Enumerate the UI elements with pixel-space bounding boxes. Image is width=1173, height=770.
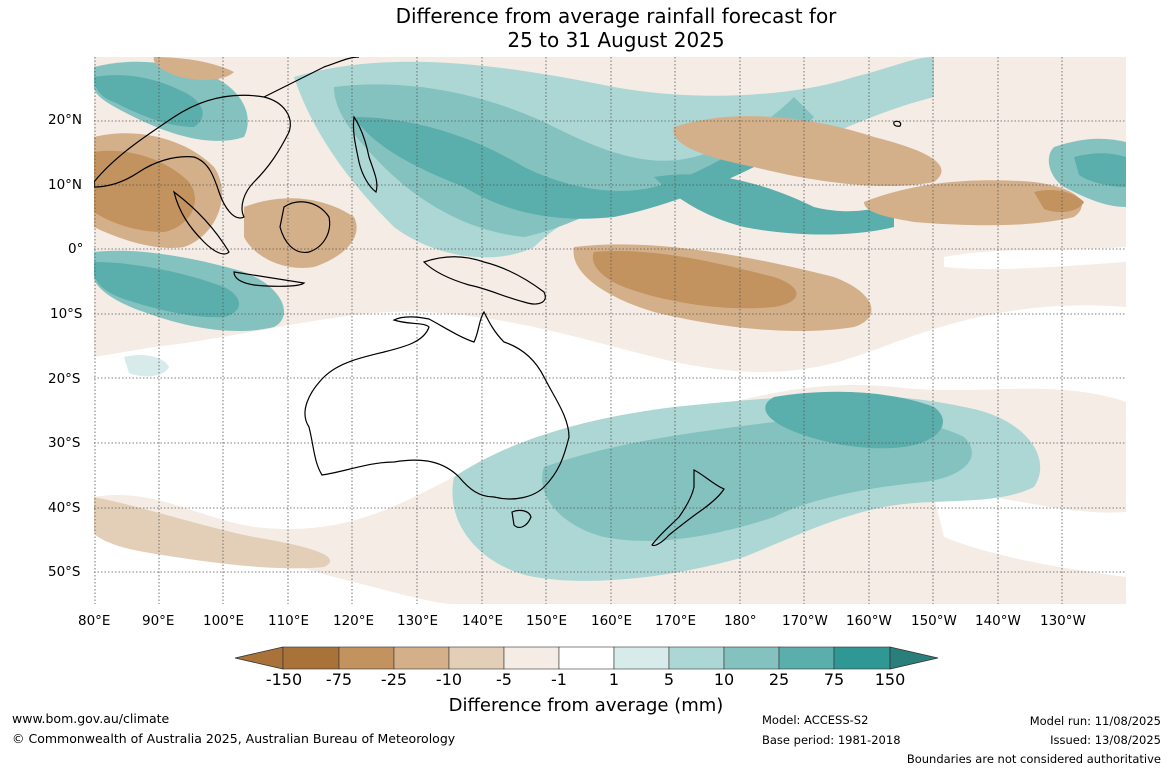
colorbar-arrow-right [889, 646, 939, 670]
java-coast [233, 271, 306, 287]
model-run-text: Model run: 11/08/2025 [1029, 714, 1161, 728]
lat-label-20s: 20°S [48, 371, 81, 387]
lat-label-10s: 10°S [50, 306, 83, 322]
lon-label-140e: 140°E [462, 613, 504, 629]
se-asia-coast [94, 94, 291, 219]
new-zealand-coast [651, 469, 725, 547]
lon-label-160e: 160°E [591, 613, 633, 629]
copyright-text: © Commonwealth of Australia 2025, Austra… [12, 731, 456, 746]
colorbar-title: Difference from average (mm) [448, 695, 724, 716]
australia-coast [304, 310, 570, 500]
philippines-coast [352, 115, 378, 193]
lon-label-130e: 130°E [397, 613, 439, 629]
lon-label-120e: 120°E [333, 613, 375, 629]
title-line-1: Difference from average rainfall forecas… [395, 4, 837, 28]
lon-label-130w: 130°W [1040, 613, 1086, 629]
website-link[interactable]: www.bom.gov.au/climate [12, 711, 170, 726]
coastlines [94, 57, 902, 547]
rainfall-map [94, 57, 1126, 604]
colorbar-tick: 10 [713, 670, 735, 689]
hawaii-coast [893, 120, 902, 127]
title-line-2: 25 to 31 August 2025 [507, 28, 725, 52]
colorbar-tick: 1 [608, 670, 620, 689]
lon-label-170e: 170°E [655, 613, 697, 629]
lon-label-150w: 150°W [911, 613, 957, 629]
lat-label-10n: 10°N [48, 177, 83, 193]
colorbar-tick: -150 [265, 670, 303, 689]
lon-label-170w: 170°W [782, 613, 828, 629]
lat-label-0: 0° [68, 241, 84, 257]
rainfall-anomaly-field [94, 57, 1126, 604]
lat-label-50s: 50°S [48, 564, 81, 580]
lat-label-20n: 20°N [48, 112, 83, 128]
colorbar-tick: -25 [380, 670, 408, 689]
colorbar-arrow-left [234, 646, 284, 670]
sumatra-coast [173, 190, 230, 255]
map-title: Difference from average rainfall forecas… [0, 4, 1173, 52]
colorbar-tick: 150 [874, 670, 906, 689]
colorbar-tick: 5 [663, 670, 675, 689]
lon-label-80e: 80°E [78, 613, 111, 629]
lon-label-100e: 100°E [203, 613, 245, 629]
lat-label-40s: 40°S [48, 500, 81, 516]
lon-label-110e: 110°E [268, 613, 310, 629]
colorbar-tick: -10 [435, 670, 463, 689]
lon-label-140w: 140°W [975, 613, 1021, 629]
graticule [94, 57, 1126, 604]
lon-label-180: 180° [724, 613, 757, 629]
colorbar-tick: -75 [325, 670, 353, 689]
model-text: Model: ACCESS-S2 [762, 713, 869, 727]
new-guinea-coast [422, 256, 546, 305]
colorbar-tick: -1 [551, 670, 567, 689]
lon-label-90e: 90°E [142, 613, 175, 629]
china-coast [263, 57, 360, 98]
base-period-text: Base period: 1981-2018 [762, 733, 901, 747]
borneo-coast [279, 201, 331, 254]
colorbar-tick: 75 [823, 670, 845, 689]
lon-label-160w: 160°W [846, 613, 892, 629]
lat-label-30s: 30°S [48, 435, 81, 451]
colorbar-tick: -5 [496, 670, 512, 689]
tasmania-coast [511, 509, 532, 528]
lon-label-150e: 150°E [526, 613, 568, 629]
colorbar-tick: 25 [768, 670, 790, 689]
disclaimer-text: Boundaries are not considered authoritat… [906, 752, 1161, 766]
issued-text: Issued: 13/08/2025 [1050, 733, 1161, 747]
